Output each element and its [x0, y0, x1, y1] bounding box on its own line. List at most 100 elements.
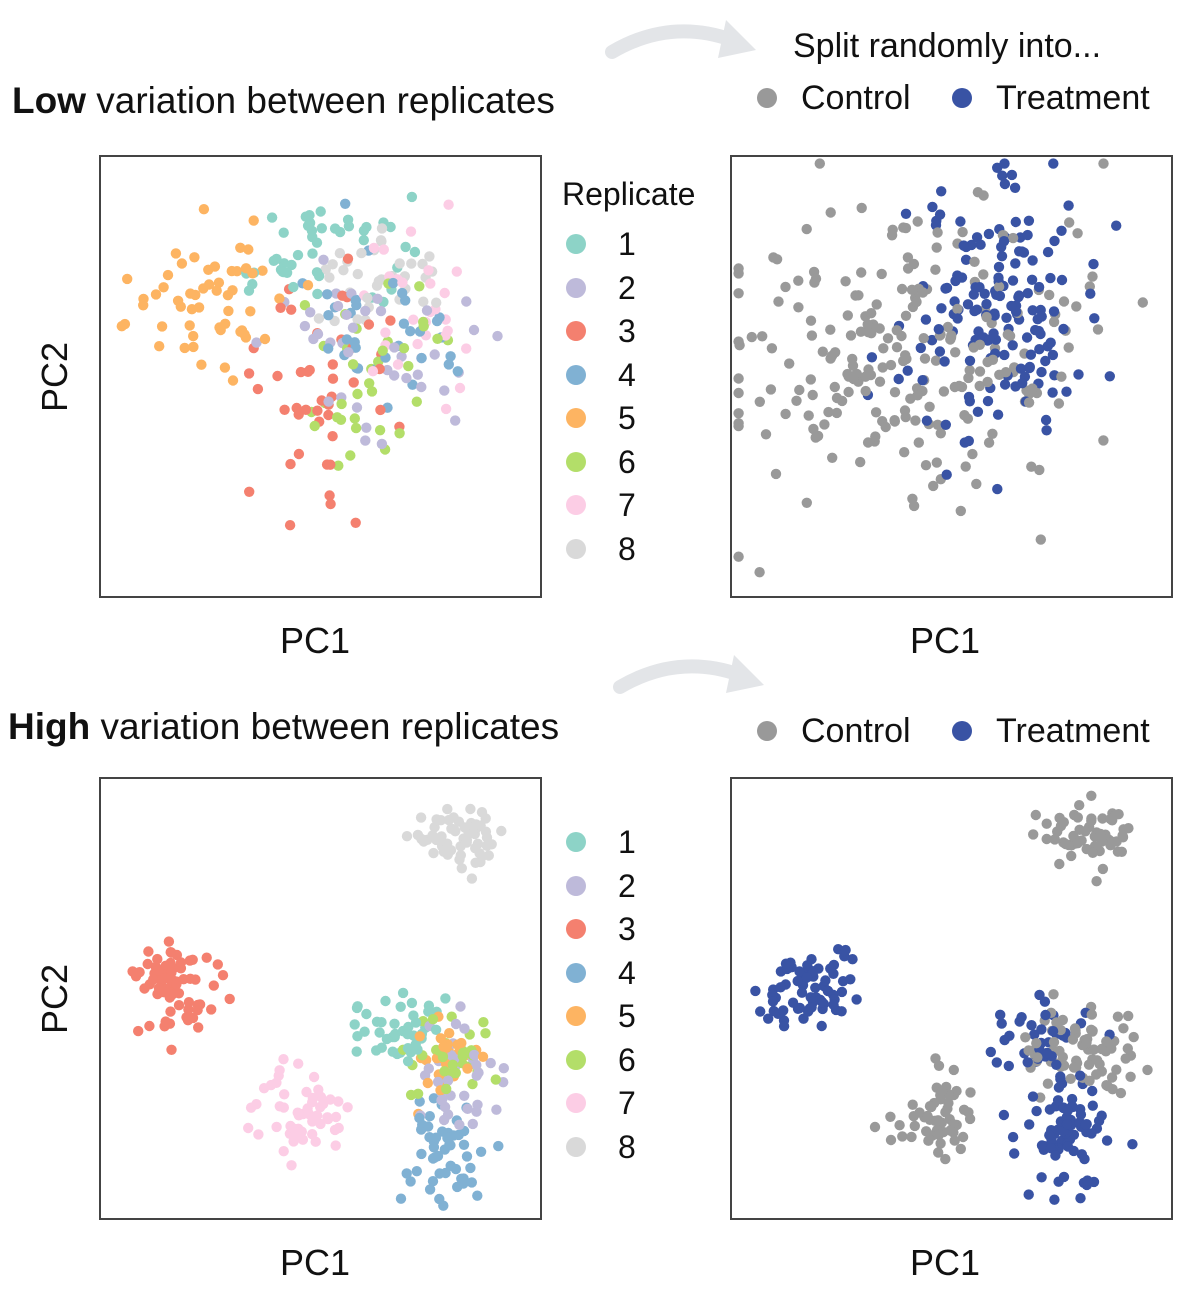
point-treatment — [1039, 996, 1051, 1007]
point-treatment — [893, 373, 904, 385]
point-replicate-4 — [452, 366, 463, 377]
point-replicate-7 — [454, 382, 466, 394]
point-treatment — [1058, 1171, 1070, 1183]
point-replicate-7 — [368, 242, 380, 254]
point-replicate-8 — [375, 235, 387, 246]
point-treatment — [1021, 332, 1033, 343]
point-replicate-8 — [424, 251, 435, 262]
point-replicate-8 — [412, 829, 424, 841]
point-replicate-3 — [327, 431, 338, 442]
point-replicate-8 — [461, 837, 472, 848]
point-replicate-4 — [400, 295, 411, 306]
point-replicate-7 — [367, 366, 379, 377]
point-replicate-5 — [188, 330, 199, 342]
scatter-low-by-replicate — [99, 155, 542, 598]
point-treatment — [1045, 272, 1056, 284]
point-replicate-7 — [315, 1118, 326, 1130]
point-treatment — [1104, 371, 1115, 382]
point-control — [1070, 1062, 1082, 1073]
point-control — [933, 1147, 944, 1158]
point-treatment — [1087, 1100, 1098, 1111]
point-replicate-3 — [152, 953, 163, 965]
point-replicate-1 — [311, 237, 323, 248]
point-replicate-8 — [428, 847, 439, 859]
point-control — [899, 447, 910, 458]
point-control — [869, 1121, 881, 1133]
point-treatment — [1017, 378, 1028, 389]
point-replicate-5 — [438, 1041, 449, 1052]
point-replicate-3 — [163, 936, 175, 947]
point-control — [906, 284, 918, 295]
replicate-legend-top: 1 2 3 4 5 6 7 8 — [566, 224, 666, 574]
point-treatment — [1062, 1105, 1073, 1116]
point-replicate-3 — [159, 972, 171, 984]
point-replicate-5 — [235, 242, 246, 253]
legend-label: 6 — [618, 1041, 636, 1078]
point-control — [932, 1115, 944, 1126]
treatment-label: Treatment — [996, 712, 1150, 750]
point-replicate-7 — [274, 1065, 285, 1076]
point-replicate-3 — [252, 383, 264, 395]
point-replicate-8 — [470, 857, 481, 868]
point-control — [1048, 989, 1059, 1000]
point-control — [896, 283, 908, 295]
point-treatment — [1075, 1109, 1087, 1120]
point-control — [1072, 228, 1083, 239]
point-treatment — [940, 283, 951, 294]
point-control — [1091, 1055, 1103, 1066]
point-replicate-8 — [443, 814, 455, 826]
point-treatment — [1096, 1110, 1107, 1121]
point-replicate-2 — [401, 372, 412, 384]
point-control — [933, 1060, 945, 1071]
point-replicate-3 — [190, 974, 201, 985]
point-treatment — [1027, 305, 1038, 316]
point-control — [733, 288, 744, 299]
point-replicate-3 — [153, 965, 164, 976]
point-control — [906, 1131, 917, 1143]
point-control — [981, 311, 992, 323]
point-control — [885, 1134, 897, 1146]
point-replicate-3 — [143, 946, 154, 957]
point-replicate-6 — [350, 422, 362, 434]
point-replicate-1 — [423, 1006, 434, 1017]
point-treatment — [1027, 1091, 1039, 1102]
point-treatment — [1080, 1119, 1091, 1130]
point-replicate-2 — [412, 369, 423, 380]
legend-swatch — [566, 408, 586, 428]
point-control — [923, 1135, 934, 1146]
point-replicate-7 — [330, 1111, 342, 1123]
point-control — [866, 308, 877, 319]
point-replicate-4 — [458, 1173, 469, 1184]
point-treatment — [941, 469, 952, 480]
point-replicate-1 — [343, 221, 355, 232]
point-control — [978, 269, 989, 280]
point-treatment — [920, 314, 932, 325]
point-replicate-4 — [427, 1176, 439, 1187]
point-control — [1049, 834, 1060, 845]
point-control — [1072, 838, 1083, 849]
point-replicate-1 — [268, 255, 279, 266]
point-treatment — [992, 409, 1004, 420]
point-replicate-7 — [380, 327, 391, 338]
point-replicate-2 — [454, 1119, 465, 1130]
point-replicate-4 — [434, 312, 445, 323]
point-replicate-3 — [243, 368, 255, 379]
point-treatment — [900, 208, 912, 219]
point-replicate-8 — [466, 873, 478, 884]
legend-swatch — [566, 832, 586, 852]
point-replicate-7 — [290, 1132, 301, 1144]
point-replicate-2 — [351, 402, 363, 413]
point-replicate-2 — [436, 1095, 447, 1106]
point-replicate-4 — [323, 310, 334, 321]
treatment-dot — [952, 721, 972, 741]
point-control — [1053, 398, 1065, 409]
control-label: Control — [801, 79, 911, 117]
point-replicate-8 — [362, 292, 373, 304]
point-treatment — [1007, 340, 1018, 351]
point-control — [891, 342, 903, 353]
point-treatment — [998, 1109, 1010, 1121]
point-control — [817, 346, 828, 357]
point-replicate-3 — [244, 486, 255, 497]
point-control — [1071, 301, 1082, 312]
point-treatment — [847, 954, 858, 965]
